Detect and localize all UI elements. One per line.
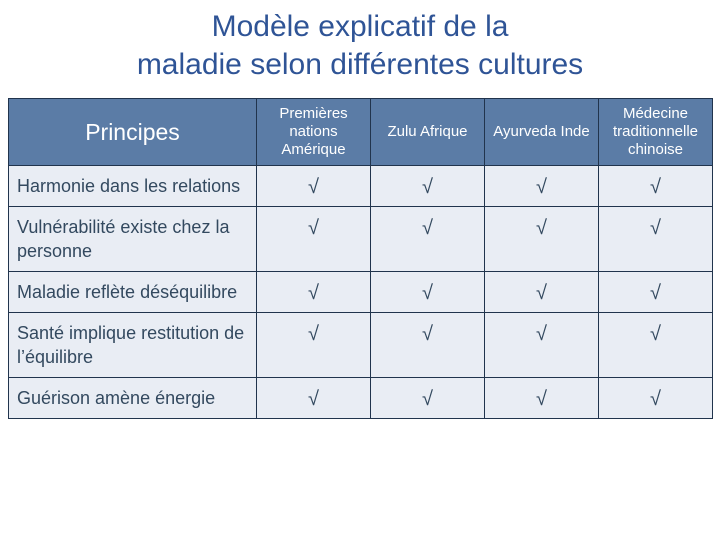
page-title-line-1: Modèle explicatif de la (211, 10, 509, 43)
check-mark-icon: √ (484, 377, 599, 419)
check-mark-icon: √ (598, 206, 713, 272)
row-label: Vulnérabilité existe chez la personne (8, 206, 257, 272)
comparison-table-container: Principes Premières nations Amérique Zul… (8, 98, 713, 419)
row-label: Harmonie dans les relations (8, 165, 257, 207)
comparison-table: Principes Premières nations Amérique Zul… (8, 98, 713, 419)
check-mark-icon: √ (256, 312, 371, 378)
column-header-principles: Principes (8, 98, 257, 166)
check-mark-icon: √ (484, 312, 599, 378)
column-header-ayurveda: Ayurveda Inde (484, 98, 599, 166)
table-row: Guérison amène énergie √ √ √ √ (8, 377, 713, 419)
check-mark-icon: √ (370, 377, 485, 419)
column-header-medecine-chinoise: Médecine traditionnelle chinoise (598, 98, 713, 166)
row-label: Santé implique restitution de l’équilibr… (8, 312, 257, 378)
row-label: Maladie reflète déséquilibre (8, 271, 257, 313)
check-mark-icon: √ (370, 165, 485, 207)
table-row: Vulnérabilité existe chez la personne √ … (8, 206, 713, 272)
check-mark-icon: √ (370, 271, 485, 313)
check-mark-icon: √ (256, 271, 371, 313)
column-header-zulu: Zulu Afrique (370, 98, 485, 166)
column-header-premieres-nations: Premières nations Amérique (256, 98, 371, 166)
page-title-line-2: maladie selon différentes cultures (136, 48, 584, 81)
check-mark-icon: √ (256, 206, 371, 272)
check-mark-icon: √ (598, 165, 713, 207)
check-mark-icon: √ (256, 165, 371, 207)
check-mark-icon: √ (598, 271, 713, 313)
table-body: Harmonie dans les relations √ √ √ √ Vuln… (8, 165, 713, 419)
check-mark-icon: √ (370, 206, 485, 272)
table-header: Principes Premières nations Amérique Zul… (8, 98, 713, 166)
check-mark-icon: √ (598, 312, 713, 378)
check-mark-icon: √ (598, 377, 713, 419)
check-mark-icon: √ (484, 206, 599, 272)
row-label: Guérison amène énergie (8, 377, 257, 419)
table-header-row: Principes Premières nations Amérique Zul… (8, 98, 713, 166)
check-mark-icon: √ (370, 312, 485, 378)
page-title: Modèle explicatif de la maladie selon di… (0, 0, 720, 84)
table-row: Santé implique restitution de l’équilibr… (8, 312, 713, 378)
table-row: Harmonie dans les relations √ √ √ √ (8, 165, 713, 207)
check-mark-icon: √ (256, 377, 371, 419)
check-mark-icon: √ (484, 165, 599, 207)
table-row: Maladie reflète déséquilibre √ √ √ √ (8, 271, 713, 313)
check-mark-icon: √ (484, 271, 599, 313)
